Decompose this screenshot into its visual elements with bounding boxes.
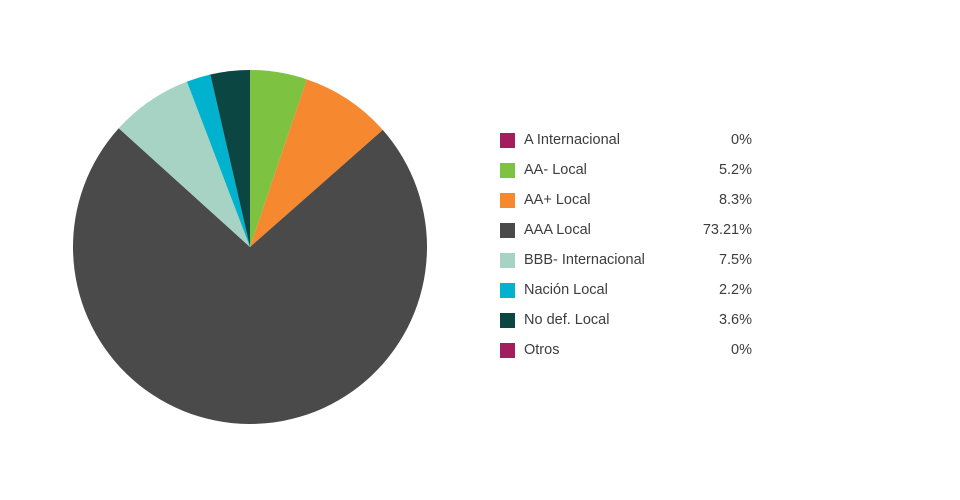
legend-item-label: No def. Local [524,312,610,328]
legend-color-swatch-icon [500,132,515,148]
legend-color-swatch-icon [500,342,515,358]
legend-item-2[interactable]: AA+ Local 8.3% [500,185,752,215]
legend-color-swatch-icon [500,252,515,268]
legend-item-label: AAA Local [524,222,591,238]
legend-item-value: 3.6% [718,312,752,328]
legend-item-label: BBB- Internacional [524,252,645,268]
pie-slice-1[interactable]: AA- Local: 5.2% [250,70,307,247]
legend-item-value: 5.2% [718,162,752,178]
legend-item-label: Otros [524,342,560,358]
legend-item-value: 7.5% [718,252,752,268]
legend-item-4[interactable]: BBB- Internacional 7.5% [500,245,752,275]
legend-item-value: 2.2% [718,282,752,298]
legend-color-swatch-icon [500,192,515,208]
legend-item-label: Nación Local [524,282,608,298]
legend-item-label: AA- Local [524,162,587,178]
legend-item-3[interactable]: AAA Local 73.21% [500,215,752,245]
pie-slice-4[interactable]: BBB- Internacional: 7.5% [118,81,250,247]
legend-item-value: 0% [731,342,752,358]
pie-slice-6[interactable]: No def. Local: 3.6% [210,70,250,247]
legend-item-value: 0% [731,132,752,148]
legend-item-value: 8.3% [718,192,752,208]
pie-slice-5[interactable]: Nación Local: 2.2% [186,74,250,248]
pie-chart[interactable]: AA- Local: 5.2%AA+ Local: 8.3%AAA Local:… [73,70,427,424]
legend-item-6[interactable]: No def. Local 3.6% [500,305,752,335]
legend-item-value: 73.21% [702,222,752,238]
legend-color-swatch-icon [500,162,515,178]
legend-item-label: A Internacional [524,132,620,148]
pie-slice-2[interactable]: AA+ Local: 8.3% [250,79,383,247]
legend: A Internacional 0% AA- Local 5.2% AA+ Lo… [500,125,752,365]
legend-item-5[interactable]: Nación Local 2.2% [500,275,752,305]
legend-item-0[interactable]: A Internacional 0% [500,125,752,155]
legend-color-swatch-icon [500,222,515,238]
legend-item-1[interactable]: AA- Local 5.2% [500,155,752,185]
pie-slice-3[interactable]: AAA Local: 73.21% [73,128,427,424]
legend-item-7[interactable]: Otros 0% [500,335,752,365]
legend-color-swatch-icon [500,282,515,298]
legend-item-label: AA+ Local [524,192,591,208]
legend-color-swatch-icon [500,312,515,328]
